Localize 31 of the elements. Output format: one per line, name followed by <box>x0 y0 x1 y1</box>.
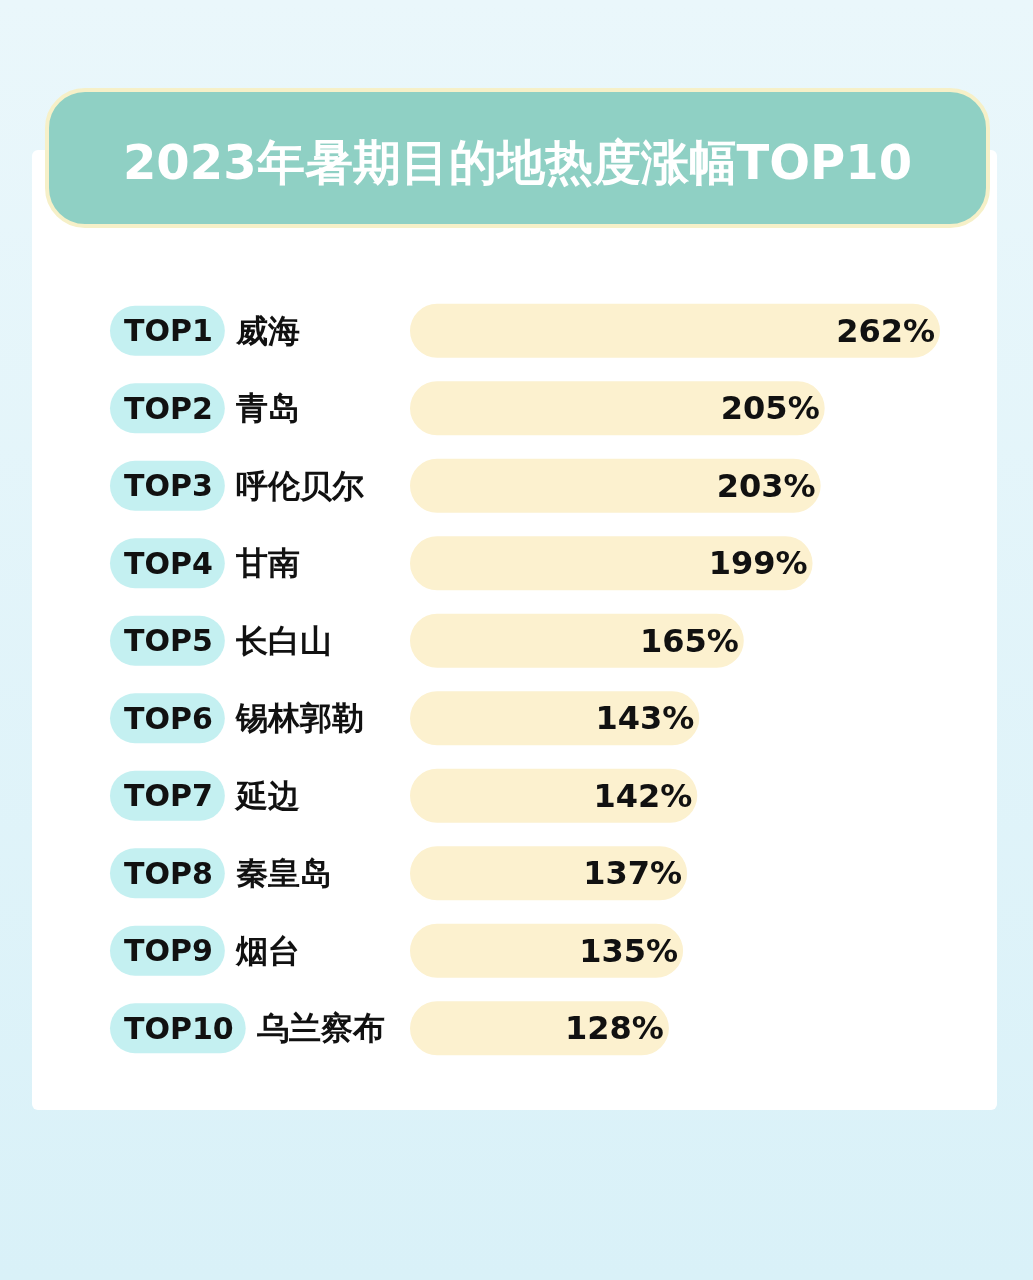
data-label: 128% <box>565 1009 664 1048</box>
y-tick-label: TOP3 呼伦贝尔 <box>124 466 364 505</box>
bar <box>410 536 813 591</box>
data-label: 165% <box>639 621 739 660</box>
data-label: 137% <box>583 854 683 893</box>
bar <box>410 846 688 901</box>
data-label: 135% <box>579 931 679 970</box>
data-label: 205% <box>720 389 820 428</box>
data-label: 143% <box>595 699 695 738</box>
bar <box>410 923 684 978</box>
bar <box>410 458 821 513</box>
y-tick-label: TOP6 锡林郭勒 <box>124 699 364 738</box>
chart-title: 2023年暑期目的地热度涨幅TOP10 <box>45 88 990 228</box>
y-tick-label: TOP10 乌兰察布 <box>124 1009 385 1048</box>
data-label: 262% <box>836 311 935 350</box>
bar <box>410 381 825 436</box>
data-label: 142% <box>593 776 693 815</box>
y-tick-label: TOP5 长白山 <box>124 621 332 660</box>
y-tick-label: TOP2 青岛 <box>124 389 300 428</box>
bar <box>410 768 698 823</box>
bar <box>410 691 700 746</box>
y-tick-label: TOP9 烟台 <box>124 931 300 970</box>
bar <box>410 1001 669 1056</box>
y-tick-label: TOP4 甘南 <box>124 544 300 583</box>
y-tick-label: TOP8 秦皇岛 <box>124 854 332 893</box>
data-label: 199% <box>708 544 808 583</box>
bar <box>410 613 744 668</box>
data-label: 203% <box>716 466 816 505</box>
bar <box>410 303 940 358</box>
y-tick-label: TOP7 延边 <box>124 776 300 815</box>
y-tick-label: TOP1 威海 <box>124 311 300 350</box>
